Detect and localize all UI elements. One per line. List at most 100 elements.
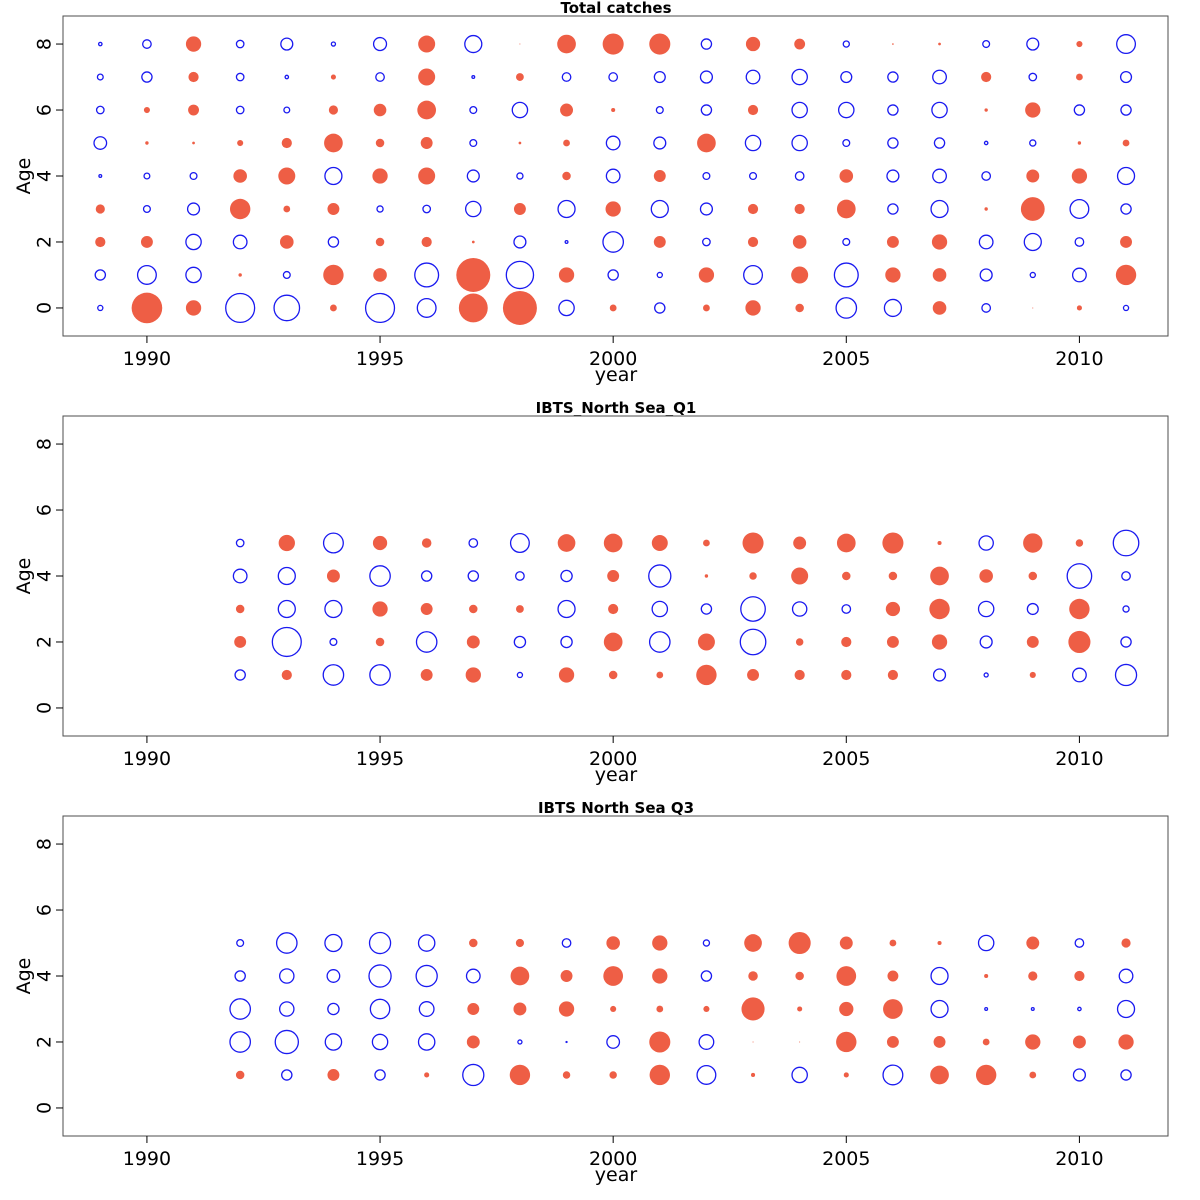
bubble-positive <box>185 300 202 316</box>
bubble-positive <box>560 970 573 982</box>
bubble-negative <box>374 1069 386 1081</box>
bubble-positive <box>417 100 437 120</box>
bubble-negative <box>277 599 296 619</box>
bubble-negative <box>375 72 385 82</box>
x-axis-label: year <box>595 764 638 786</box>
bubble-positive <box>930 566 949 586</box>
bubble-positive <box>886 236 899 248</box>
bubble-negative <box>1122 605 1130 613</box>
bubble-negative <box>417 934 436 952</box>
bubble-negative <box>887 71 899 83</box>
bubble-negative <box>1116 34 1137 55</box>
bubble-negative <box>933 137 946 149</box>
bubble-positive <box>836 1031 857 1053</box>
bubble-positive <box>984 207 988 211</box>
bubble-positive <box>794 203 805 215</box>
bubble-positive <box>930 1065 949 1085</box>
bubble-negative <box>1074 237 1085 247</box>
bubble-positive <box>1115 264 1137 286</box>
y-tick-label: 0 <box>34 1102 56 1114</box>
bubble-positive <box>882 532 904 554</box>
panel-total-catches: Total catches year Age 1990 1995 2000 2005 2… <box>13 0 1169 386</box>
y-tick-label: 2 <box>34 636 56 648</box>
bubble-positive <box>602 33 624 55</box>
x-tick-label: 2010 <box>1055 348 1103 370</box>
bubble-negative <box>1122 304 1130 312</box>
bubble-negative <box>277 566 296 586</box>
bubble-negative <box>1120 203 1132 215</box>
bubble-positive <box>323 264 344 286</box>
bubble-positive <box>741 997 765 1021</box>
bubble-positive <box>510 966 530 986</box>
y-axis-label: Age <box>13 158 35 195</box>
bubble-negative <box>932 69 947 85</box>
bubble-positive <box>375 237 385 247</box>
bubble-positive <box>984 973 989 979</box>
bubble-positive <box>609 304 617 312</box>
bubble-negative <box>699 202 714 216</box>
bubble-negative <box>280 37 294 51</box>
y-tick-label: 2 <box>34 236 56 248</box>
bubble-positive <box>841 636 852 648</box>
bubble-negative <box>464 200 482 218</box>
x-tick-label: 1995 <box>356 748 404 770</box>
bubble-positive <box>932 268 947 282</box>
bubble-negative <box>415 964 438 988</box>
bubble-negative <box>1029 271 1036 279</box>
bubble-positive <box>1118 1034 1134 1050</box>
bubble-negative <box>605 135 621 151</box>
bubble-negative <box>516 172 524 180</box>
bubble-positive <box>502 290 537 325</box>
bubble-positive <box>234 636 247 648</box>
bubble-positive <box>1032 307 1034 309</box>
bubble-positive <box>883 999 903 1019</box>
y-tick-label: 8 <box>34 838 56 850</box>
bubble-negative <box>279 968 295 984</box>
x-axis-label: year <box>595 364 638 386</box>
bubble-positive <box>747 236 759 248</box>
bubble-positive <box>1122 139 1130 147</box>
bubble-negative <box>1116 166 1136 186</box>
x-tick-label: 1995 <box>356 348 404 370</box>
bubble-positive <box>703 539 710 547</box>
bubble-negative <box>840 70 853 84</box>
bubble-positive <box>748 971 758 981</box>
bubble-positive <box>656 671 664 679</box>
panel-title: Total catches <box>560 0 671 17</box>
bubble-positive <box>653 236 666 248</box>
bubble-positive <box>656 1005 664 1013</box>
bubble-negative <box>94 269 107 281</box>
bubble-positive <box>603 966 624 986</box>
bubble-negative <box>324 1033 343 1051</box>
bubble-positive <box>795 971 804 981</box>
bubble-positive <box>887 669 899 681</box>
bubble-negative <box>983 140 989 146</box>
bubble-positive <box>799 1041 801 1043</box>
bubble-positive <box>1121 938 1131 948</box>
bubble-positive <box>609 1071 617 1079</box>
bubble-negative <box>1119 70 1133 84</box>
bubble-positive <box>238 273 242 277</box>
bubble-positive <box>842 571 851 581</box>
bubble-negative <box>655 105 664 115</box>
bubble-negative <box>232 568 248 584</box>
bubble-positive <box>795 303 804 313</box>
bubble-positive <box>375 138 385 148</box>
y-tick-label: 8 <box>34 438 56 450</box>
bubble-positive <box>794 669 805 681</box>
bubble-positive <box>892 43 894 45</box>
bubble-positive <box>1028 571 1038 581</box>
bubble-positive <box>1074 970 1085 982</box>
bubble-negative <box>97 41 103 47</box>
y-tick-label: 6 <box>34 904 56 916</box>
bubble-positive <box>145 141 149 145</box>
y-tick-label: 6 <box>34 104 56 116</box>
bubble-negative <box>700 38 713 50</box>
bubble-negative <box>1066 563 1093 589</box>
bubble-negative <box>1069 198 1090 219</box>
bubble-negative <box>702 939 711 947</box>
bubble-positive <box>471 240 475 244</box>
bubble-negative <box>235 538 245 548</box>
bubble-negative <box>235 39 245 49</box>
